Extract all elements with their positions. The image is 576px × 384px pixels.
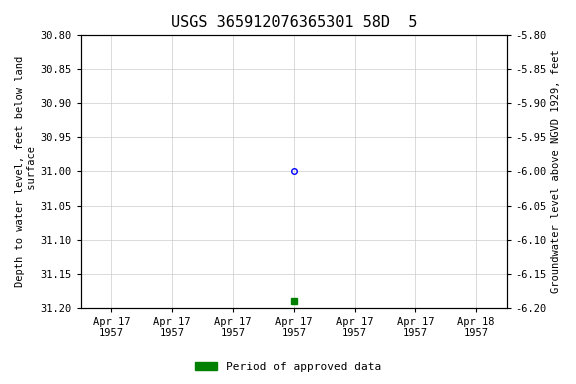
Title: USGS 365912076365301 58D  5: USGS 365912076365301 58D 5 bbox=[170, 15, 417, 30]
Y-axis label: Groundwater level above NGVD 1929, feet: Groundwater level above NGVD 1929, feet bbox=[551, 50, 561, 293]
Legend: Period of approved data: Period of approved data bbox=[191, 358, 385, 377]
Y-axis label: Depth to water level, feet below land
 surface: Depth to water level, feet below land su… bbox=[15, 56, 37, 287]
